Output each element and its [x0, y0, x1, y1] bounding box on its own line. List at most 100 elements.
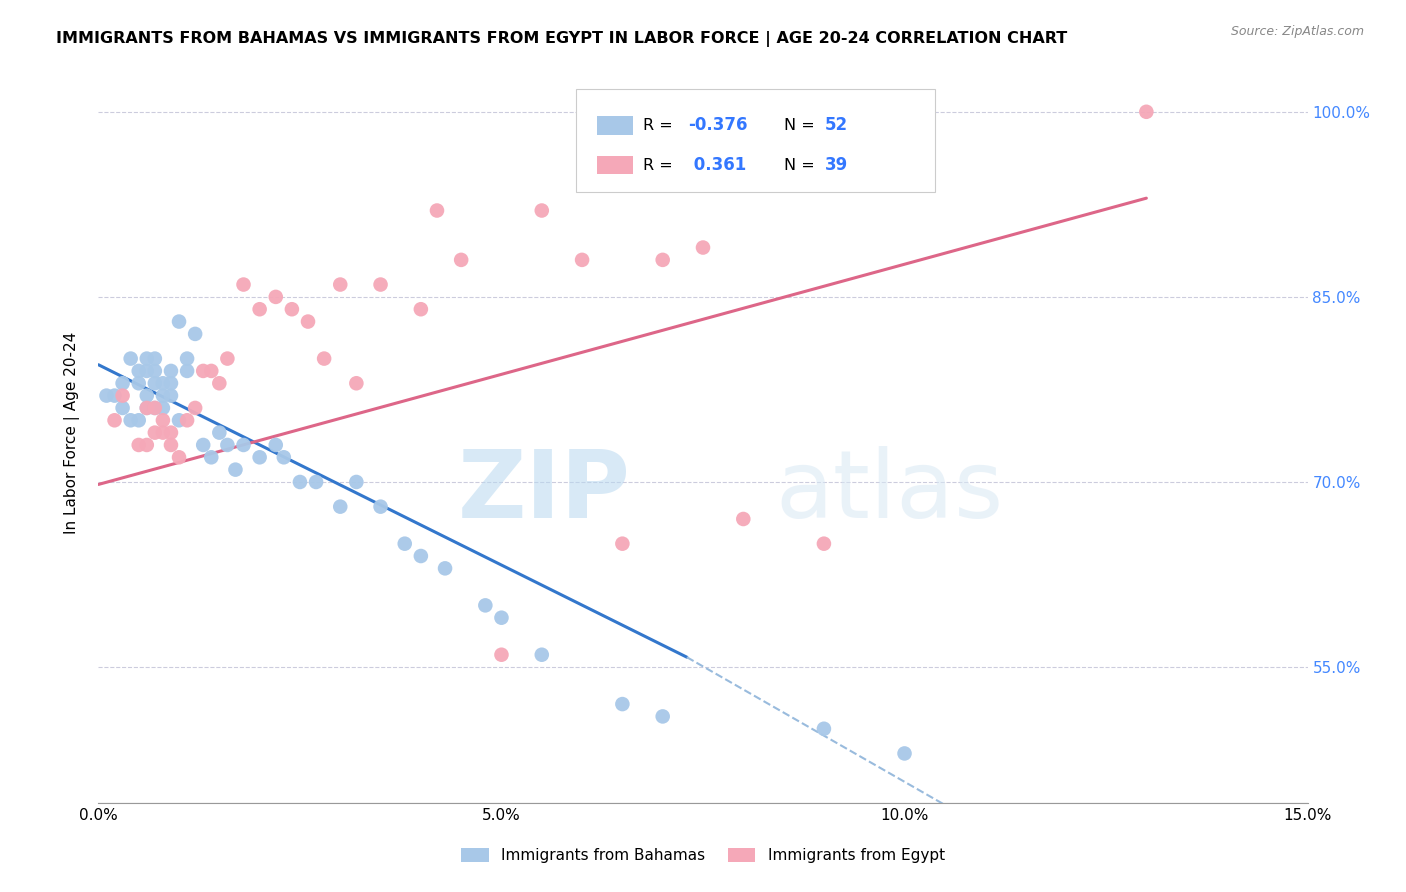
Point — [160, 425, 183, 440]
Text: N =: N = — [783, 118, 820, 133]
Point — [184, 326, 207, 341]
Point — [135, 364, 157, 378]
Point — [208, 425, 231, 440]
Bar — [598, 156, 634, 175]
Point — [193, 364, 215, 378]
Point — [160, 389, 183, 403]
Point — [135, 351, 157, 366]
Point — [103, 389, 125, 403]
Y-axis label: In Labor Force | Age 20-24: In Labor Force | Age 20-24 — [63, 332, 80, 533]
Text: 39: 39 — [825, 156, 848, 174]
Text: ZIP: ZIP — [457, 446, 630, 538]
Point — [813, 722, 835, 736]
Point — [120, 413, 142, 427]
Point — [135, 401, 157, 415]
Point — [314, 351, 336, 366]
Point — [434, 561, 457, 575]
Point — [409, 302, 432, 317]
Point — [120, 351, 142, 366]
Point — [571, 252, 593, 267]
Point — [160, 438, 183, 452]
Point — [217, 351, 239, 366]
Point — [692, 240, 714, 255]
Point — [152, 425, 174, 440]
Text: N =: N = — [783, 158, 820, 172]
Point — [344, 475, 367, 489]
Point — [450, 252, 472, 267]
Point — [612, 537, 634, 551]
Point — [394, 537, 416, 551]
Text: atlas: atlas — [776, 446, 1004, 538]
Point — [281, 302, 304, 317]
Point — [143, 425, 166, 440]
Point — [200, 364, 222, 378]
Point — [370, 500, 392, 514]
Point — [128, 413, 150, 427]
Text: -0.376: -0.376 — [688, 116, 748, 134]
Point — [232, 438, 254, 452]
Point — [193, 438, 215, 452]
Point — [135, 389, 157, 403]
Point — [297, 315, 319, 329]
Point — [249, 450, 271, 465]
Point — [135, 438, 157, 452]
Point — [224, 463, 246, 477]
Point — [143, 351, 166, 366]
Point — [111, 376, 134, 391]
Point — [167, 450, 190, 465]
Point — [152, 389, 174, 403]
Point — [128, 438, 150, 452]
Point — [612, 697, 634, 711]
Point — [530, 203, 553, 218]
Point — [143, 376, 166, 391]
Point — [1135, 104, 1157, 119]
Point — [217, 438, 239, 452]
Point — [893, 747, 915, 761]
Point — [184, 401, 207, 415]
Point — [232, 277, 254, 292]
Point — [651, 709, 673, 723]
Text: IMMIGRANTS FROM BAHAMAS VS IMMIGRANTS FROM EGYPT IN LABOR FORCE | AGE 20-24 CORR: IMMIGRANTS FROM BAHAMAS VS IMMIGRANTS FR… — [56, 31, 1067, 47]
Point — [329, 500, 352, 514]
Point — [111, 401, 134, 415]
Point — [813, 537, 835, 551]
Point — [491, 648, 513, 662]
Point — [135, 401, 157, 415]
Point — [128, 364, 150, 378]
Point — [733, 512, 755, 526]
Point — [329, 277, 352, 292]
Point — [288, 475, 311, 489]
Point — [111, 389, 134, 403]
Point — [208, 376, 231, 391]
Point — [128, 376, 150, 391]
Text: 0.361: 0.361 — [688, 156, 747, 174]
Point — [200, 450, 222, 465]
Point — [176, 351, 198, 366]
Point — [152, 401, 174, 415]
Point — [96, 389, 118, 403]
Point — [152, 376, 174, 391]
Text: R =: R = — [644, 118, 678, 133]
Text: R =: R = — [644, 158, 683, 172]
Point — [264, 438, 287, 452]
Point — [160, 364, 183, 378]
Point — [160, 376, 183, 391]
Text: 52: 52 — [825, 116, 848, 134]
Point — [167, 315, 190, 329]
Point — [249, 302, 271, 317]
Point — [167, 413, 190, 427]
Point — [176, 413, 198, 427]
Point — [103, 413, 125, 427]
Point — [409, 549, 432, 563]
Point — [474, 599, 496, 613]
Point — [344, 376, 367, 391]
Point — [264, 290, 287, 304]
Legend: Immigrants from Bahamas, Immigrants from Egypt: Immigrants from Bahamas, Immigrants from… — [456, 842, 950, 869]
Point — [491, 611, 513, 625]
Point — [176, 364, 198, 378]
Point — [426, 203, 449, 218]
Point — [305, 475, 328, 489]
Point — [143, 364, 166, 378]
Point — [273, 450, 295, 465]
Point — [651, 252, 673, 267]
